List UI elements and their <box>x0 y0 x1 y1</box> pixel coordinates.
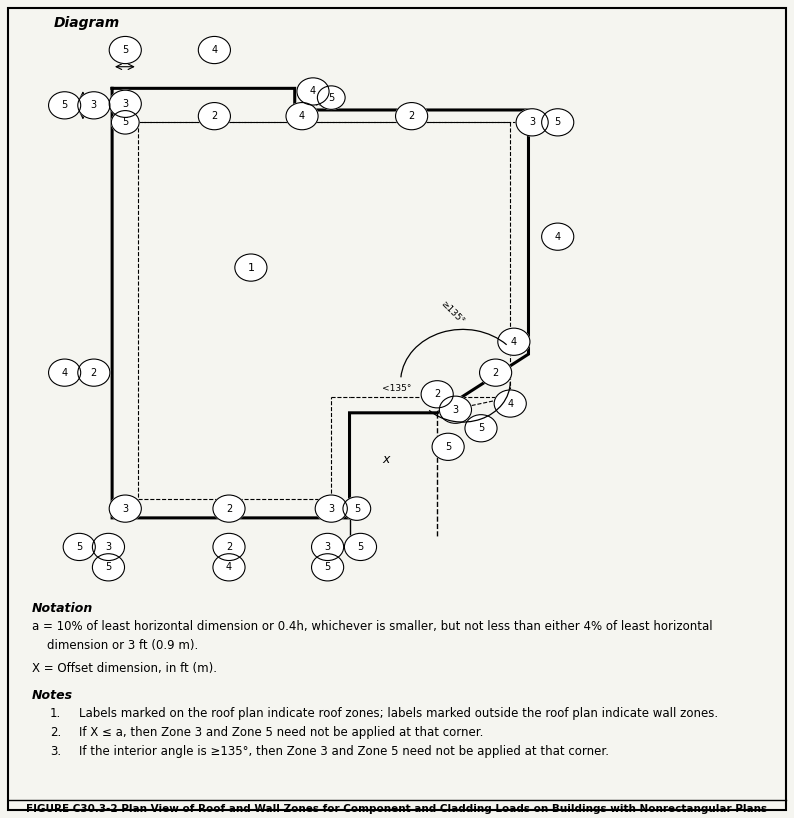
Circle shape <box>92 533 125 560</box>
Text: a: a <box>71 101 78 110</box>
Circle shape <box>110 90 141 118</box>
Text: 5: 5 <box>325 562 331 573</box>
Text: 3: 3 <box>91 101 97 110</box>
Text: 3.: 3. <box>50 745 61 758</box>
Circle shape <box>315 495 347 522</box>
Text: 2: 2 <box>434 389 441 399</box>
Circle shape <box>480 359 511 386</box>
Text: x: x <box>383 452 390 465</box>
Text: 3: 3 <box>122 99 129 109</box>
Text: 5: 5 <box>76 542 83 552</box>
Text: Notes: Notes <box>32 689 73 702</box>
Circle shape <box>516 109 548 136</box>
Text: Diagram: Diagram <box>54 16 120 30</box>
Circle shape <box>78 92 110 119</box>
Circle shape <box>213 533 245 560</box>
Text: 5: 5 <box>353 504 360 514</box>
Circle shape <box>494 390 526 417</box>
Circle shape <box>542 109 574 136</box>
Circle shape <box>110 37 141 64</box>
Text: 4: 4 <box>507 398 513 408</box>
Text: 5: 5 <box>478 423 484 434</box>
Text: 3: 3 <box>122 504 129 514</box>
Text: 5: 5 <box>61 101 67 110</box>
Text: 5: 5 <box>122 45 129 55</box>
Text: 4: 4 <box>211 45 218 55</box>
Circle shape <box>198 37 230 64</box>
Text: 3: 3 <box>529 117 535 128</box>
Circle shape <box>345 533 376 560</box>
Text: 4: 4 <box>555 231 561 241</box>
Circle shape <box>235 254 267 281</box>
Circle shape <box>78 359 110 386</box>
Text: Labels marked on the roof plan indicate roof zones; labels marked outside the ro: Labels marked on the roof plan indicate … <box>79 708 719 721</box>
Circle shape <box>64 533 95 560</box>
Text: dimension or 3 ft (0.9 m).: dimension or 3 ft (0.9 m). <box>32 639 198 652</box>
Text: x: x <box>315 97 321 107</box>
Text: 3: 3 <box>453 405 458 415</box>
Text: 5: 5 <box>122 117 129 128</box>
Text: X = Offset dimension, in ft (m).: X = Offset dimension, in ft (m). <box>32 663 217 676</box>
Text: <135°: <135° <box>383 384 411 393</box>
Circle shape <box>421 380 453 408</box>
Circle shape <box>48 92 81 119</box>
Text: 4: 4 <box>310 87 316 97</box>
Text: 4: 4 <box>62 367 67 378</box>
Circle shape <box>286 102 318 130</box>
Text: 3: 3 <box>328 504 334 514</box>
Text: 2.: 2. <box>50 726 61 739</box>
Circle shape <box>318 86 345 110</box>
Text: 5: 5 <box>445 442 451 452</box>
Text: 2: 2 <box>91 367 97 378</box>
Text: 5: 5 <box>357 542 364 552</box>
Circle shape <box>111 110 139 134</box>
Text: 2: 2 <box>225 504 232 514</box>
Text: 5: 5 <box>328 92 334 102</box>
Text: 2: 2 <box>211 111 218 121</box>
Circle shape <box>395 102 428 130</box>
Circle shape <box>198 102 230 130</box>
Circle shape <box>498 328 530 355</box>
Text: 1.: 1. <box>50 708 61 721</box>
Circle shape <box>542 223 574 250</box>
Text: FIGURE C30.3-2 Plan View of Roof and Wall Zones for Component and Cladding Loads: FIGURE C30.3-2 Plan View of Roof and Wal… <box>26 804 768 814</box>
Text: a: a <box>121 51 129 61</box>
Text: a = 10% of least horizontal dimension or 0.4h, whichever is smaller, but not les: a = 10% of least horizontal dimension or… <box>32 620 712 633</box>
Text: 3: 3 <box>106 542 111 552</box>
Text: 5: 5 <box>106 562 112 573</box>
Circle shape <box>432 434 464 461</box>
Text: 4: 4 <box>226 562 232 573</box>
Text: 2: 2 <box>408 111 414 121</box>
Text: 4: 4 <box>511 337 517 347</box>
Text: 2: 2 <box>492 367 499 378</box>
Circle shape <box>439 396 472 424</box>
Text: 1: 1 <box>248 263 254 272</box>
Text: 5: 5 <box>554 117 561 128</box>
Text: Notation: Notation <box>32 601 93 614</box>
Circle shape <box>343 497 371 520</box>
Circle shape <box>311 533 344 560</box>
Circle shape <box>48 359 81 386</box>
Circle shape <box>297 78 329 105</box>
Circle shape <box>92 554 125 581</box>
Text: If the interior angle is ≥135°, then Zone 3 and Zone 5 need not be applied at th: If the interior angle is ≥135°, then Zon… <box>79 745 609 758</box>
Text: 3: 3 <box>325 542 330 552</box>
Text: ≥135°: ≥135° <box>438 299 465 326</box>
Circle shape <box>110 495 141 522</box>
Circle shape <box>311 554 344 581</box>
Text: 4: 4 <box>299 111 305 121</box>
Text: If X ≤ a, then Zone 3 and Zone 5 need not be applied at that corner.: If X ≤ a, then Zone 3 and Zone 5 need no… <box>79 726 484 739</box>
Circle shape <box>213 495 245 522</box>
Text: 2: 2 <box>225 542 232 552</box>
Circle shape <box>465 415 497 442</box>
Circle shape <box>213 554 245 581</box>
